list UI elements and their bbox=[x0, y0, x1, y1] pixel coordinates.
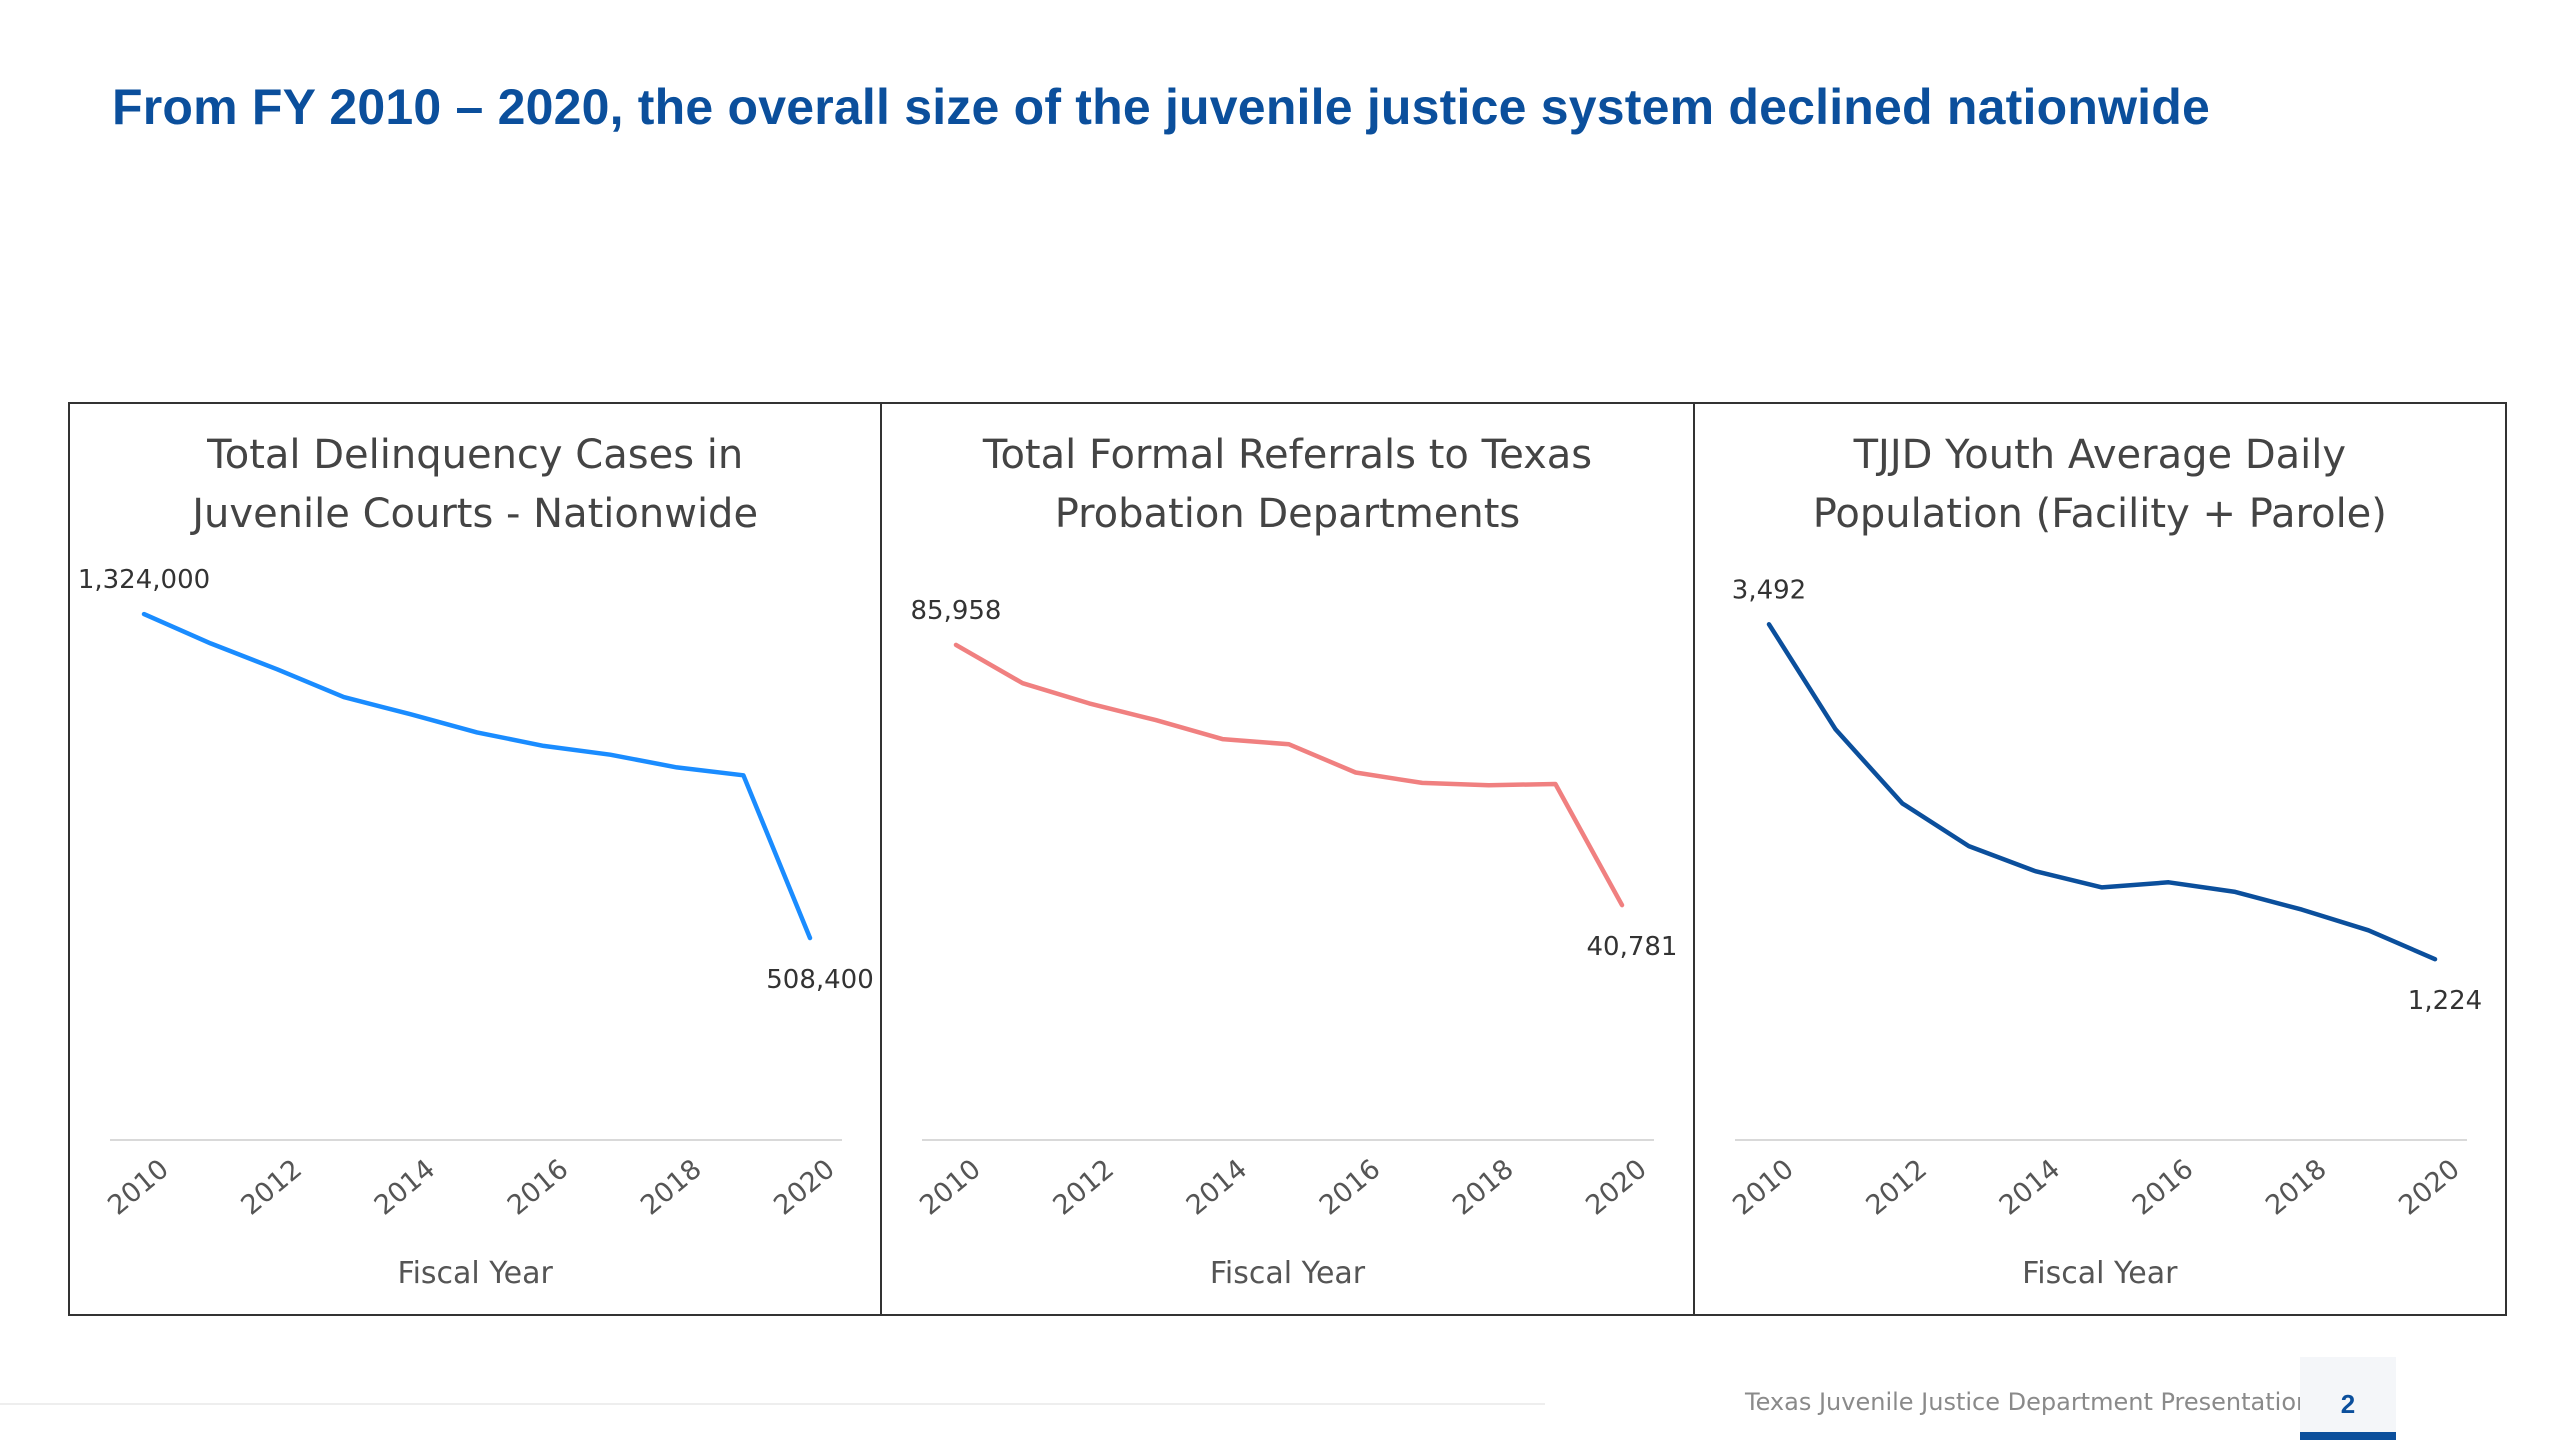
data-label: 40,781 bbox=[1587, 932, 1678, 962]
x-tick-label: 2016 bbox=[2127, 1154, 2200, 1222]
x-tick-label: 2012 bbox=[1048, 1154, 1121, 1222]
x-tick-label: 2010 bbox=[1727, 1154, 1800, 1222]
page-number-box: 2 bbox=[2300, 1357, 2396, 1440]
x-tick-label: 2010 bbox=[102, 1154, 175, 1222]
chart-panel-referrals: Total Formal Referrals to Texas Probatio… bbox=[880, 404, 1692, 1314]
footer-text: Texas Juvenile Justice Department Presen… bbox=[1745, 1388, 2312, 1416]
line-chart: 2010 2012 2014 2016 2018 2020 1,324,000 508,400 bbox=[78, 565, 874, 1222]
x-tick-label: 2018 bbox=[2260, 1154, 2333, 1222]
series-line bbox=[1766, 622, 2437, 962]
chart-title-line-2: Population (Facility + Parole) bbox=[1812, 491, 2387, 537]
x-tick-label: 2020 bbox=[2393, 1154, 2466, 1222]
chart-title: Total Delinquency Cases in Juvenile Cour… bbox=[70, 426, 880, 544]
line-chart: 2010 2012 2014 2016 2018 2020 85,958 40,781 bbox=[911, 596, 1678, 1222]
footer-divider bbox=[0, 1403, 1545, 1405]
data-label: 1,224 bbox=[2407, 986, 2481, 1016]
line-chart: 2010 2012 2014 2016 2018 2020 3,492 1,224 bbox=[1727, 575, 2482, 1222]
series-line bbox=[141, 611, 813, 941]
x-tick-label: 2014 bbox=[1993, 1154, 2066, 1222]
chart-panel-delinquency: Total Delinquency Cases in Juvenile Cour… bbox=[70, 404, 880, 1314]
page-number: 2 bbox=[2340, 1389, 2356, 1419]
data-label: 1,324,000 bbox=[78, 565, 210, 595]
chart-panel-tjjd-population: TJJD Youth Average Daily Population (Fac… bbox=[1692, 404, 2505, 1314]
series-line bbox=[954, 642, 1625, 908]
chart-title-line-1: TJJD Youth Average Daily bbox=[1853, 432, 2347, 478]
x-axis-label: Fiscal Year bbox=[2022, 1256, 2178, 1291]
x-tick-label: 2014 bbox=[1181, 1154, 1254, 1222]
x-tick-label: 2012 bbox=[235, 1154, 308, 1222]
x-tick-label: 2020 bbox=[768, 1154, 841, 1222]
x-axis-label: Fiscal Year bbox=[397, 1256, 553, 1291]
data-label: 3,492 bbox=[1731, 575, 1805, 605]
data-label: 508,400 bbox=[766, 965, 874, 995]
x-tick-label: 2018 bbox=[635, 1154, 708, 1222]
data-label: 85,958 bbox=[911, 596, 1002, 626]
x-axis-label: Fiscal Year bbox=[1209, 1256, 1366, 1291]
chart-title-line-2: Juvenile Courts - Nationwide bbox=[192, 491, 759, 537]
chart-title-line-1: Total Delinquency Cases in bbox=[207, 432, 744, 478]
x-tick-label: 2014 bbox=[369, 1154, 442, 1222]
chart-title-line-1: Total Formal Referrals to Texas bbox=[982, 432, 1593, 478]
chart-title-line-2: Probation Departments bbox=[1054, 491, 1521, 537]
x-tick-label: 2016 bbox=[502, 1154, 575, 1222]
x-tick-label: 2010 bbox=[915, 1154, 988, 1222]
x-tick-label: 2018 bbox=[1447, 1154, 1520, 1222]
x-tick-label: 2012 bbox=[1860, 1154, 1933, 1222]
chart-title: Total Formal Referrals to Texas Probatio… bbox=[882, 426, 1692, 544]
x-tick-label: 2020 bbox=[1581, 1154, 1654, 1222]
chart-title: TJJD Youth Average Daily Population (Fac… bbox=[1695, 426, 2505, 544]
slide-title: From FY 2010 – 2020, the overall size of… bbox=[112, 79, 2210, 135]
x-tick-label: 2016 bbox=[1314, 1154, 1387, 1222]
chart-panels: Total Delinquency Cases in Juvenile Cour… bbox=[68, 402, 2507, 1316]
